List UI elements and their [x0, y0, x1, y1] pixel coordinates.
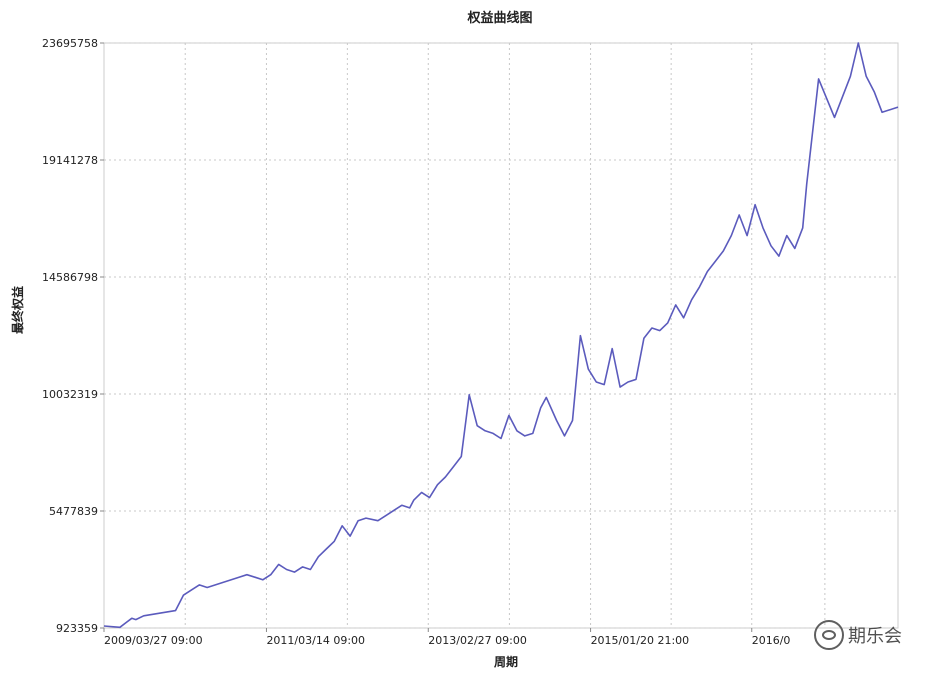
watermark-text: 期乐会 — [848, 626, 902, 647]
wechat-icon — [814, 620, 844, 650]
y-tick-label: 10032319 — [42, 388, 98, 401]
grid-lines — [104, 42, 898, 629]
equity-line — [103, 42, 899, 629]
x-tick-label: 2015/01/20 21:00 — [591, 634, 690, 647]
plot-area — [103, 42, 899, 629]
y-tick-label: 14586798 — [42, 271, 98, 284]
x-tick-label: 2011/03/14 09:00 — [266, 634, 365, 647]
y-tick-label: 923359 — [56, 622, 98, 635]
x-tick-label: 2009/03/27 09:00 — [104, 634, 203, 647]
x-axis: 2009/03/27 09:00 2011/03/14 09:00 2013/02/… — [103, 628, 791, 647]
y-tick-label: 5477839 — [49, 505, 98, 518]
x-tick-label: 2013/02/27 09:00 — [428, 634, 527, 647]
y-axis: 923359 5477839 10032319 14586798 19141278 236… — [42, 37, 104, 635]
y-tick-label: 23695758 — [42, 37, 98, 50]
series-group — [103, 42, 899, 629]
y-axis-label: 最终权益 — [10, 286, 25, 334]
y-tick-label: 19141278 — [42, 154, 98, 167]
watermark: 期乐会 — [814, 620, 902, 650]
x-axis-label: 周期 — [494, 654, 518, 669]
x-tick-label: 2016/0 — [752, 634, 791, 647]
chart-title: 权益曲线图 — [466, 10, 532, 26]
